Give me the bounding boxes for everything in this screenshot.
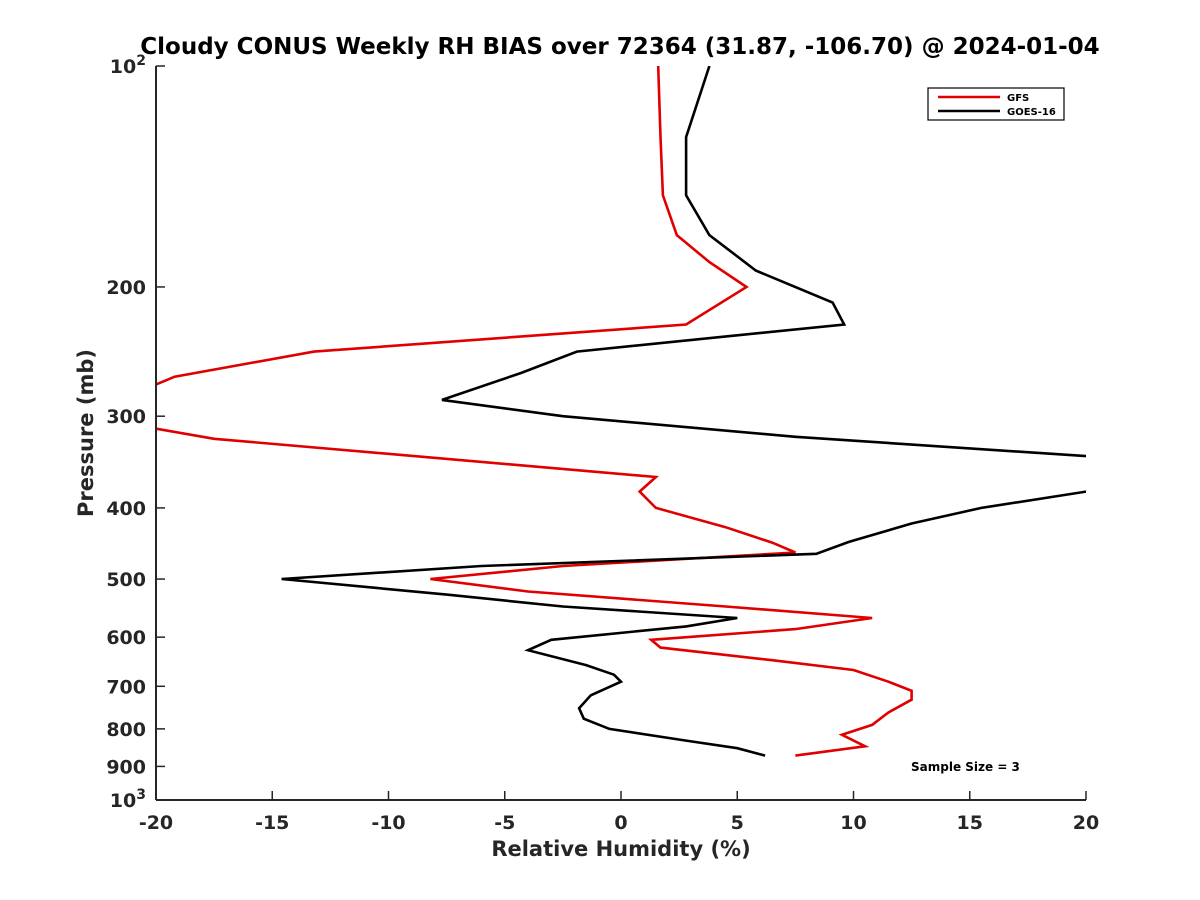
x-tick-label: -10 [371,812,405,834]
x-tick-label: -5 [494,812,515,834]
x-tick-label: 0 [614,812,627,834]
y-tick-label: 900 [106,756,146,778]
plot-area [156,66,1086,800]
y-tick-label: 102 [110,53,146,78]
legend: GFS GOES-16 [927,87,1065,121]
x-axis-label: Relative Humidity (%) [491,837,750,861]
x-axis-ticks: -20 -15 -10 -5 0 5 10 15 20 [139,791,1099,834]
y-tick-label: 600 [106,627,146,649]
legend-label-goes16: GOES-16 [1007,107,1056,118]
x-tick-label: 10 [840,812,866,834]
legend-label-gfs: GFS [1007,93,1029,104]
y-tick-label: 700 [106,676,146,698]
series-line-gfs [156,66,913,757]
y-tick-label: 800 [106,719,146,741]
x-tick-label: -15 [255,812,289,834]
x-tick-label: 15 [957,812,983,834]
y-tick-label: 103 [110,787,146,812]
x-tick-label: 5 [731,812,744,834]
x-tick-label: 20 [1073,812,1099,834]
chart-title: Cloudy CONUS Weekly RH BIAS over 72364 (… [140,34,1099,60]
sample-size-annotation: Sample Size = 3 [911,760,1020,774]
y-tick-label: 300 [106,406,146,428]
y-tick-label: 500 [106,569,146,591]
y-axis-ticks: 102 200 300 400 500 600 700 800 900 103 [106,53,165,812]
legend-box [927,87,1065,121]
y-tick-label: 200 [106,277,146,299]
x-tick-label: -20 [139,812,173,834]
y-tick-label: 400 [106,498,146,520]
series-line-goes16 [281,66,1086,757]
y-axis-label: Pressure (mb) [74,349,98,517]
series-layer [156,66,1086,757]
